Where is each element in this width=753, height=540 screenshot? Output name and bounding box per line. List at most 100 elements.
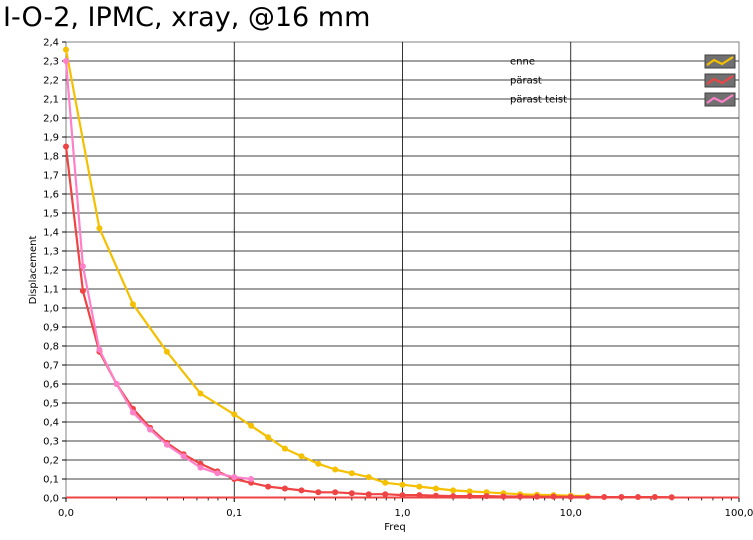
data-point [197, 464, 204, 471]
data-point [634, 494, 641, 501]
y-tick-label: 1,4 [43, 228, 59, 239]
y-tick-label: 2,4 [43, 38, 59, 49]
data-point [231, 411, 238, 418]
y-tick-label: 1,9 [43, 133, 59, 144]
x-tick-label: 0,0 [58, 508, 74, 519]
data-point [601, 494, 608, 501]
data-point [180, 453, 187, 460]
data-point [332, 466, 339, 473]
y-tick-label: 0,3 [43, 437, 59, 448]
data-point [567, 493, 574, 500]
chart-title: I-O-2, IPMC, xray, @16 mm [3, 2, 371, 33]
data-point [248, 476, 255, 482]
x-tick-label: 0,1 [226, 508, 242, 519]
data-point [96, 346, 103, 353]
data-point [298, 487, 305, 494]
legend-swatch [704, 54, 736, 69]
y-tick-label: 1,1 [43, 285, 59, 296]
data-point [432, 485, 439, 492]
data-point [466, 488, 473, 495]
series-pärast-teist [63, 58, 255, 482]
y-tick-label: 0,5 [43, 399, 59, 410]
data-point [550, 493, 557, 500]
data-point [63, 46, 69, 53]
legend-swatch-line [706, 94, 734, 104]
data-point [399, 492, 406, 499]
data-point [129, 301, 136, 308]
data-point [163, 441, 170, 448]
data-point [197, 390, 204, 397]
y-tick-label: 0,1 [43, 475, 59, 486]
data-point [348, 470, 355, 477]
data-point [79, 287, 86, 294]
data-point [248, 422, 255, 429]
legend-label: enne [510, 57, 535, 68]
data-point [365, 491, 372, 498]
data-point [416, 483, 423, 490]
data-point [265, 483, 272, 490]
data-point [315, 489, 322, 496]
y-tick-label: 0,6 [43, 380, 59, 391]
data-point [298, 453, 305, 460]
y-tick-label: 1,8 [43, 152, 59, 163]
data-point [618, 494, 625, 501]
data-point [281, 445, 288, 452]
y-axis-label: Displacement [28, 236, 39, 305]
y-tick-label: 2,3 [43, 57, 59, 68]
data-point [113, 381, 120, 387]
data-point [500, 493, 507, 500]
data-point [450, 493, 457, 500]
x-tick-label: 10,0 [560, 508, 582, 519]
data-point [432, 492, 439, 499]
data-point [382, 491, 389, 498]
legend-swatch [704, 73, 736, 88]
data-point [348, 490, 355, 497]
data-point [399, 481, 406, 488]
data-point [129, 409, 136, 416]
legend-swatch-line [706, 75, 734, 85]
data-point [382, 479, 389, 486]
data-point [63, 143, 69, 150]
data-point [63, 58, 69, 64]
legend-swatch-line [706, 56, 734, 66]
data-point [163, 348, 170, 355]
legend: enne pärast pärast teist [510, 54, 736, 107]
y-tick-label: 1,0 [43, 304, 59, 315]
data-point [668, 494, 675, 501]
data-point [416, 492, 423, 499]
y-tick-label: 1,3 [43, 247, 59, 258]
y-tick-label: 1,6 [43, 190, 59, 201]
y-tick-label: 2,2 [43, 76, 59, 87]
y-tick-label: 0,9 [43, 323, 59, 334]
y-tick-label: 1,5 [43, 209, 59, 220]
data-point [96, 225, 103, 232]
data-point [214, 470, 221, 477]
data-point [315, 460, 322, 467]
data-point [584, 493, 591, 500]
y-tick-label: 0,8 [43, 342, 59, 353]
data-point [533, 493, 540, 500]
x-tick-label: 1,0 [395, 508, 411, 519]
data-point [79, 263, 86, 270]
legend-label: pärast teist [510, 95, 567, 106]
y-axis-ticks: 0,0 0,1 0,2 0,3 0,4 0,5 0,6 0,7 0,8 0,9 1,0 1,1 1,2 1… [43, 38, 66, 505]
y-tick-label: 1,2 [43, 266, 59, 277]
y-tick-label: 0,2 [43, 456, 59, 467]
y-tick-label: 0,7 [43, 361, 59, 372]
x-axis-label: Freq [384, 522, 405, 533]
data-point [147, 426, 154, 433]
x-axis-ticks: 0,0 0,1 1,0 10,0 100,0 [58, 498, 753, 519]
data-point [517, 493, 524, 500]
data-point [231, 474, 238, 481]
y-tick-label: 2,0 [43, 114, 59, 125]
y-tick-label: 0,4 [43, 418, 59, 429]
data-point [332, 489, 339, 496]
x-tick-label: 100,0 [725, 508, 753, 519]
y-tick-label: 2,1 [43, 95, 59, 106]
data-point [265, 434, 272, 441]
series-layer [63, 46, 675, 501]
data-point [651, 494, 658, 501]
data-point [365, 474, 372, 481]
legend-label: pärast [510, 76, 542, 87]
